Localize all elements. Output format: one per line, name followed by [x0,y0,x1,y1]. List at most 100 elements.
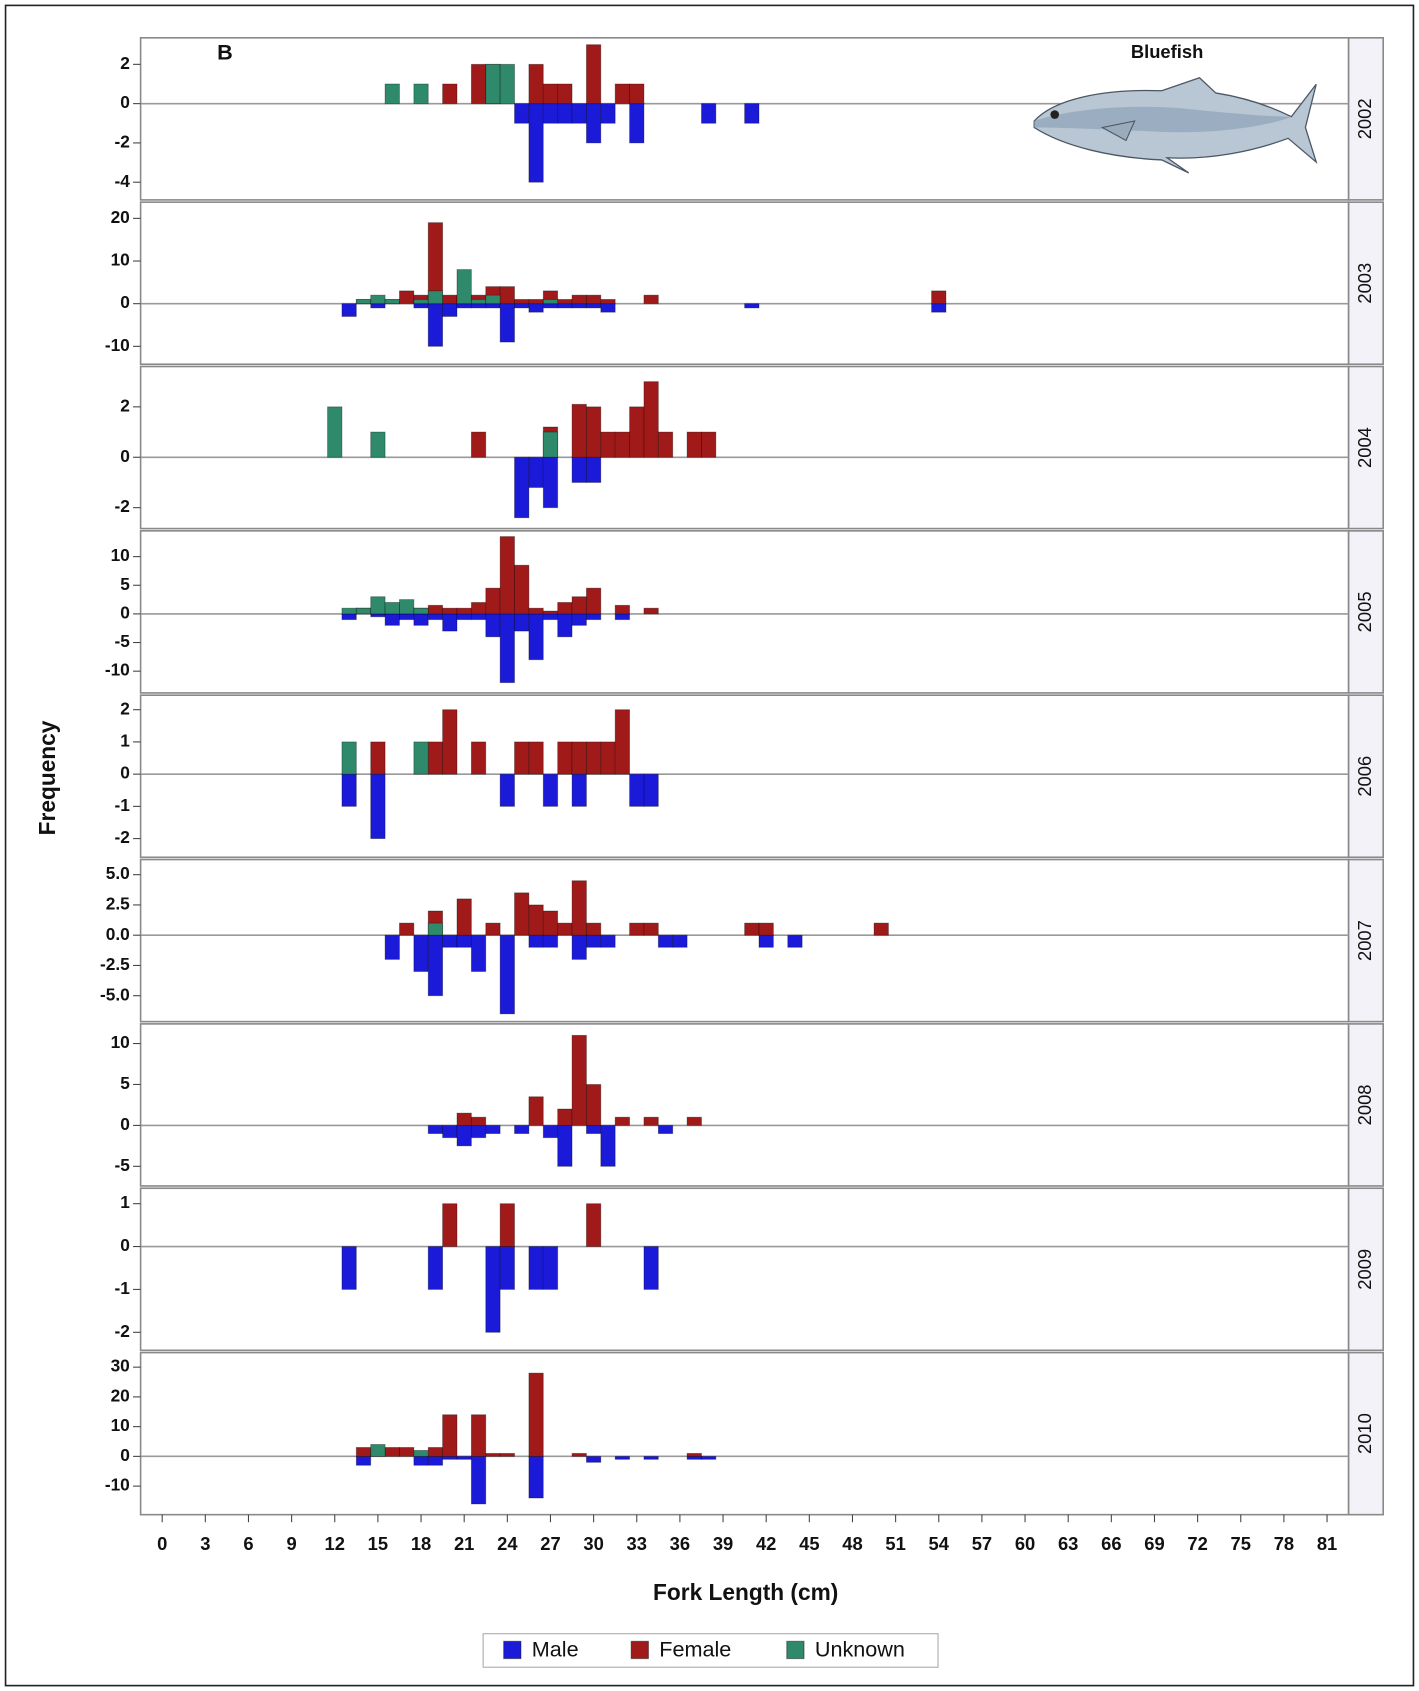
bar [427,303,444,347]
x-tick-label: 63 [1058,1533,1078,1554]
bar [614,709,631,775]
bar [370,596,386,615]
bar [542,934,559,948]
bar [585,587,602,615]
bar [399,1447,415,1457]
bar [355,1455,372,1466]
bar [542,610,559,615]
bar [686,1116,702,1126]
bar [571,456,587,483]
bar [600,303,616,313]
panel-label: 2006 [1354,756,1375,797]
x-tick-label: 6 [243,1533,253,1554]
bar [341,741,357,775]
bar [470,934,487,972]
panel-strip [1347,201,1385,366]
bar [557,83,573,105]
y-tick-label: 0 [120,602,130,622]
bar [399,290,415,305]
y-tick-label: 5.0 [106,863,130,883]
bar [643,294,659,305]
y-tick-label: -1 [114,1278,130,1298]
panel-label: 2003 [1354,263,1375,304]
bar [442,607,458,615]
panel-strip [1347,1023,1385,1187]
bar [557,602,573,615]
panel-frame [139,858,1350,1023]
y-tick-label: -2 [114,1321,129,1341]
bar [384,613,400,626]
legend-swatch [630,1640,649,1660]
bar [427,1455,444,1466]
bar [470,1116,487,1126]
x-tick-label: 3 [200,1533,210,1554]
x-tick-label: 45 [799,1533,819,1554]
x-tick-label: 0 [157,1533,167,1554]
bar [614,1455,631,1460]
bar [399,613,415,621]
bar [413,741,429,775]
bar [399,599,415,615]
bar [456,898,472,936]
bar [341,303,357,317]
y-tick-label: 0 [120,92,130,112]
bar [485,1124,501,1135]
y-tick-label: -2.5 [100,954,130,974]
bar [514,298,530,305]
bar [427,922,444,936]
x-tick-label: 27 [540,1533,560,1554]
bar [514,741,530,775]
panel-strip [1347,37,1385,201]
bar [686,1452,702,1457]
panels: 200220-2-4200320100-10200420-220051050-5… [100,37,1385,1516]
bar [442,709,458,775]
bar [370,303,386,309]
bar [528,607,544,615]
bar [413,83,429,105]
y-tick-label: 2 [120,698,130,718]
panel-label: 2002 [1354,98,1375,139]
bar [456,607,472,615]
bar [643,773,659,807]
bar [643,1455,659,1460]
bar [485,922,501,936]
bar [787,934,803,948]
bar [571,773,587,807]
legend-label: Unknown [815,1637,905,1662]
bar [499,303,515,343]
bar [528,63,544,105]
bar [701,103,717,124]
bar [427,1447,444,1457]
bar [585,1455,602,1463]
bar [470,298,487,305]
bar [585,103,602,144]
x-tick-label: 39 [713,1533,733,1554]
bar [327,406,343,458]
bar [571,934,587,960]
x-tick-label: 54 [929,1533,950,1554]
bar [600,934,616,948]
legend: Male Female Unknown [503,1637,905,1662]
bar [528,1372,544,1457]
bar [427,604,444,615]
bar [485,1452,501,1457]
y-tick-label: 1 [120,730,130,750]
bar [485,1246,501,1333]
bar [384,602,400,615]
y-tick-label: 2 [120,395,130,415]
bar [427,1124,444,1135]
x-tick-label: 48 [842,1533,862,1554]
y-tick-label: 10 [111,1032,130,1052]
panel-label: 2007 [1354,920,1375,961]
bar [557,1108,573,1126]
bar [427,1246,444,1290]
bar [413,298,429,305]
bar [557,1124,573,1167]
bar [370,294,386,305]
bar [571,741,587,775]
y-tick-label: 2.5 [106,894,130,914]
bar [931,303,947,313]
bar [585,934,602,948]
x-tick-label: 60 [1015,1533,1035,1554]
